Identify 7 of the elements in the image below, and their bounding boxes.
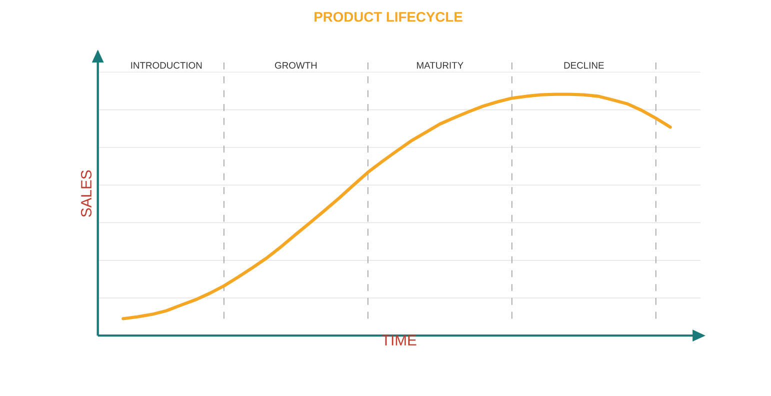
x-tick-label: GROWTH bbox=[275, 62, 317, 69]
x-axis-title: TIME bbox=[382, 335, 416, 346]
y-axis-title: SALES bbox=[81, 170, 92, 217]
chart-title: PRODUCT LIFECYCLE bbox=[314, 12, 462, 22]
x-tick-label: MATURITY bbox=[417, 62, 464, 69]
x-tick-label: DECLINE bbox=[564, 62, 604, 69]
x-tick-label: INTRODUCTION bbox=[131, 62, 202, 69]
